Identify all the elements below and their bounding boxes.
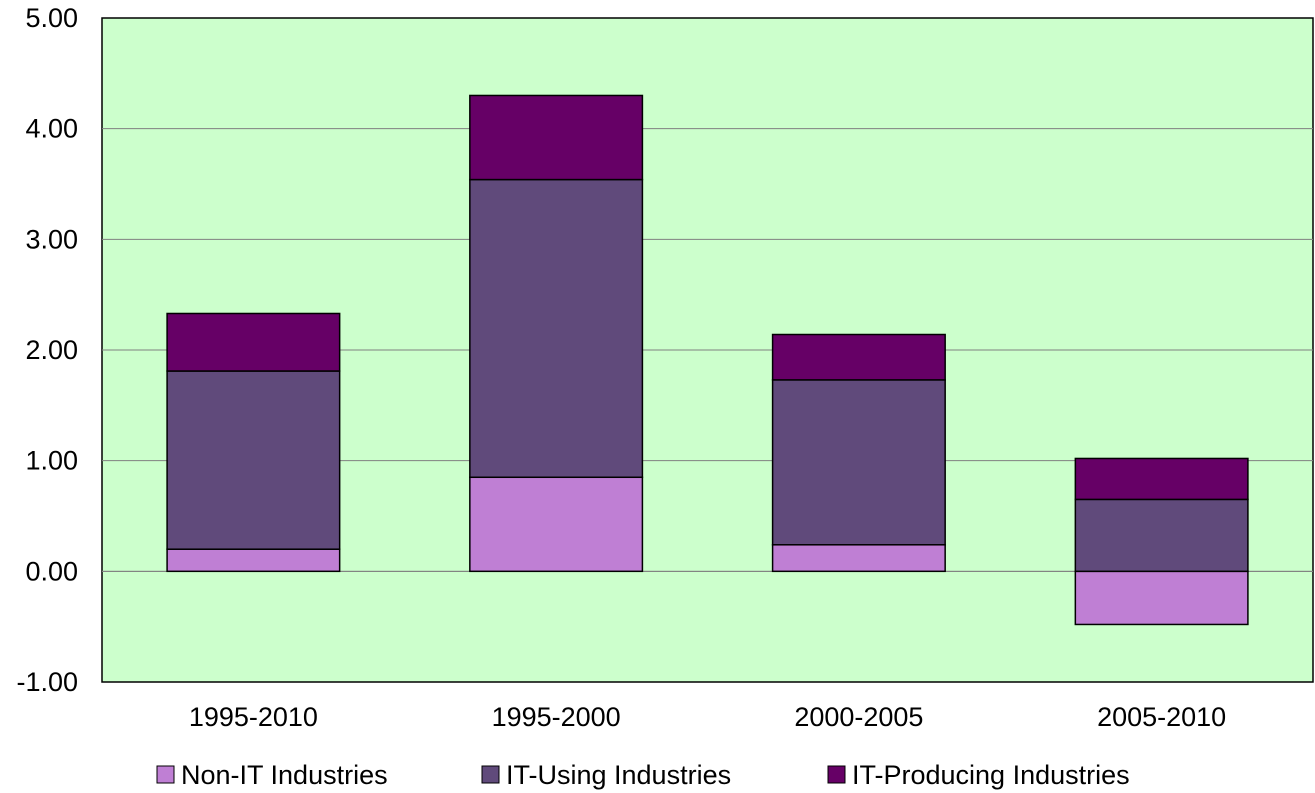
bar-segment — [771, 544, 946, 573]
x-tick-label: 2005-2010 — [1097, 702, 1226, 732]
bar-segment — [1074, 457, 1249, 501]
bar-segment — [166, 548, 341, 573]
bar-segment — [166, 370, 341, 550]
bar-segment — [1074, 498, 1249, 573]
legend-label: IT-Using Industries — [506, 760, 731, 790]
y-tick-label: 0.00 — [25, 556, 78, 586]
y-tick-label: 3.00 — [25, 224, 78, 254]
legend-label: IT-Producing Industries — [852, 760, 1130, 790]
y-tick-label: 2.00 — [25, 335, 78, 365]
bar-segment — [1074, 570, 1249, 626]
y-tick-label: 5.00 — [25, 3, 78, 33]
y-tick-label: 1.00 — [25, 446, 78, 476]
x-tick-label: 1995-2000 — [492, 702, 621, 732]
x-tick-label: 1995-2010 — [189, 702, 318, 732]
y-tick-label: 4.00 — [25, 114, 78, 144]
bar-segment — [771, 379, 946, 546]
x-axis-category-labels: 1995-2010 1995-2000 2000-2005 2005-2010 — [189, 702, 1226, 732]
bar-segment — [469, 476, 644, 573]
bar-segment — [469, 178, 644, 479]
legend-swatch — [156, 765, 175, 784]
y-axis-tick-labels: -1.00 0.00 1.00 2.00 3.00 4.00 5.00 — [16, 3, 78, 697]
x-tick-label: 2000-2005 — [794, 702, 923, 732]
bar-segment — [771, 333, 946, 381]
bar-segment — [469, 94, 644, 181]
legend-label: Non-IT Industries — [181, 760, 388, 790]
bars — [166, 94, 1249, 626]
y-tick-label: -1.00 — [16, 667, 78, 697]
legend-swatch — [827, 765, 846, 784]
legend-swatch — [481, 765, 500, 784]
bar-segment — [166, 312, 341, 372]
legend: Non-IT Industries IT-Using Industries IT-P… — [156, 760, 1130, 790]
